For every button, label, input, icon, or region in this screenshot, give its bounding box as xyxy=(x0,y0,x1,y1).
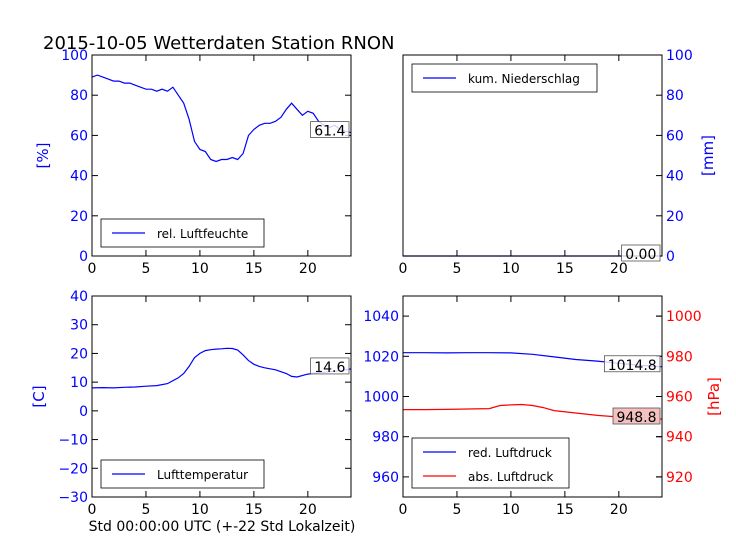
temperature-xtick-label: 15 xyxy=(245,502,263,518)
humidity-series-line xyxy=(91,74,352,163)
temperature-ytick-label: 40 xyxy=(70,289,88,305)
temperature-ytick-label: −10 xyxy=(58,433,88,449)
pressure-xtick-label: 5 xyxy=(452,502,461,518)
pressure-ytick-label-right: 980 xyxy=(666,349,693,365)
pressure-legend-label: red. Luftdruck xyxy=(468,446,552,460)
pressure-ytick-label: 1020 xyxy=(363,349,399,365)
pressure-annotation-box xyxy=(604,355,661,373)
humidity-xtick-label: 10 xyxy=(191,261,209,277)
pressure-ytick-label: 960 xyxy=(372,470,399,486)
humidity-annotation-label: 61.4 xyxy=(314,124,345,140)
temperature-series-line xyxy=(91,347,352,389)
humidity-xtick-label: 5 xyxy=(141,261,150,277)
temperature-axes-frame xyxy=(91,295,352,498)
pressure-ytick-label: 1000 xyxy=(363,390,399,406)
humidity-ytick-label: 80 xyxy=(70,88,88,104)
pressure-xtick-label: 10 xyxy=(502,502,520,518)
temperature-xtick-label: 20 xyxy=(299,502,317,518)
humidity-ytick-label: 20 xyxy=(70,209,88,225)
pressure-legend-box xyxy=(411,437,570,489)
pressure-series-line xyxy=(403,403,663,420)
temperature-xtick-label: 0 xyxy=(88,502,97,518)
footer-xlabel: Std 00:00:00 UTC (+-22 Std Lokalzeit) xyxy=(89,519,356,535)
pressure-xtick-label: 0 xyxy=(399,502,408,518)
pressure-xtick-label: 20 xyxy=(610,502,628,518)
precipitation-ylabel: [mm] xyxy=(699,135,717,176)
precipitation-legend-label: kum. Niederschlag xyxy=(468,72,580,86)
temperature-annotation-label: 14.6 xyxy=(314,360,345,376)
pressure-axes-frame xyxy=(402,295,663,498)
pressure-ytick-label-right: 960 xyxy=(666,390,693,406)
pressure-annotation-label: 948.8 xyxy=(616,410,656,426)
humidity-xtick-label: 0 xyxy=(88,261,97,277)
precipitation-xtick-label: 20 xyxy=(610,261,628,277)
pressure-ytick-label: 980 xyxy=(372,430,399,446)
precipitation-xtick-label: 0 xyxy=(399,261,408,277)
temperature-legend-label: Lufttemperatur xyxy=(157,468,248,482)
pressure-annotation-label: 1014.8 xyxy=(608,358,657,374)
temperature-ytick-label: 10 xyxy=(70,375,88,391)
precipitation-annotation-label: 0.00 xyxy=(625,247,656,263)
temperature-ylabel: [C] xyxy=(30,385,48,407)
pressure-ytick-label-right: 920 xyxy=(666,470,693,486)
precipitation-ytick-label-right: 100 xyxy=(666,48,693,64)
precipitation-ytick-label-right: 60 xyxy=(666,128,684,144)
temperature-ytick-label: 0 xyxy=(79,404,88,420)
precipitation-xtick-label: 5 xyxy=(452,261,461,277)
precipitation-ytick-label-right: 80 xyxy=(666,88,684,104)
humidity-ylabel: [%] xyxy=(34,143,52,169)
humidity-xtick-label: 20 xyxy=(299,261,317,277)
pressure-ytick-label: 1040 xyxy=(363,309,399,325)
pressure-xtick-label: 15 xyxy=(556,502,574,518)
precipitation-axes-frame xyxy=(402,54,663,257)
precipitation-ytick-label-right: 0 xyxy=(666,249,675,265)
precipitation-ytick-label-right: 20 xyxy=(666,209,684,225)
pressure-ytick-label-right: 1000 xyxy=(666,309,702,325)
temperature-xtick-label: 5 xyxy=(141,502,150,518)
figure-title: 2015-10-05 Wetterdaten Station RNON xyxy=(43,33,394,54)
pressure-legend-label: abs. Luftdruck xyxy=(468,470,553,484)
pressure-annotation-box xyxy=(612,407,661,425)
humidity-annotation-box xyxy=(310,121,350,138)
temperature-ytick-label: 30 xyxy=(70,318,88,334)
precipitation-xtick-label: 15 xyxy=(556,261,574,277)
temperature-xtick-label: 10 xyxy=(191,502,209,518)
humidity-axes-frame xyxy=(91,54,352,257)
precipitation-ytick-label-right: 40 xyxy=(666,169,684,185)
humidity-ytick-label: 100 xyxy=(61,48,88,64)
humidity-ytick-label: 40 xyxy=(70,169,88,185)
humidity-ytick-label: 0 xyxy=(79,249,88,265)
pressure-ylabel: [hPa] xyxy=(705,377,723,416)
pressure-ytick-label-right: 940 xyxy=(666,430,693,446)
precipitation-annotation-box xyxy=(621,244,661,262)
temperature-ytick-label: 20 xyxy=(70,346,88,362)
temperature-annotation-box xyxy=(310,357,350,375)
humidity-xtick-label: 15 xyxy=(245,261,263,277)
precipitation-xtick-label: 10 xyxy=(502,261,520,277)
humidity-ytick-label: 60 xyxy=(70,128,88,144)
humidity-legend-label: rel. Luftfeuchte xyxy=(157,227,248,241)
temperature-ytick-label: −30 xyxy=(58,490,88,506)
temperature-ytick-label: −20 xyxy=(58,461,88,477)
